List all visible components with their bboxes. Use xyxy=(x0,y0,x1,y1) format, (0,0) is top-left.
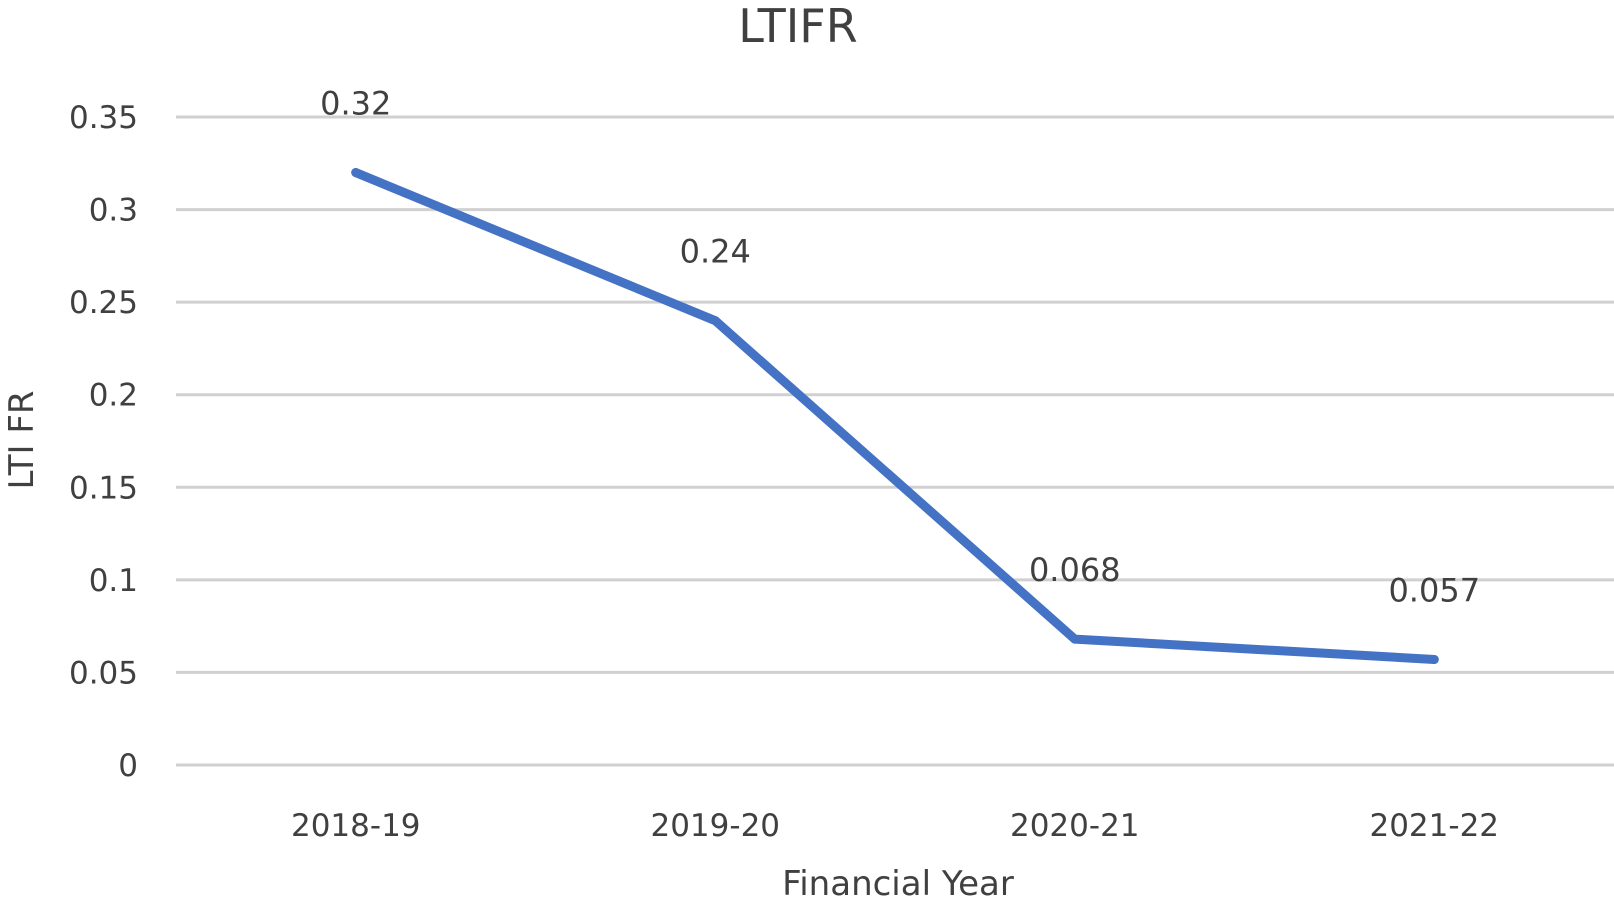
y-tick-label: 0 xyxy=(118,748,138,784)
chart-title: LTIFR xyxy=(738,0,857,53)
y-tick-label: 0.15 xyxy=(69,470,138,506)
data-label: 0.057 xyxy=(1388,571,1480,609)
series-line xyxy=(351,168,1439,664)
y-tick-label: 0.1 xyxy=(89,563,138,599)
data-point xyxy=(710,316,720,326)
x-tick-labels: 2018-19 2019-20 2020-21 2021-22 xyxy=(291,808,1499,844)
y-tick-label: 0.3 xyxy=(89,193,138,229)
gridlines xyxy=(176,115,1614,767)
x-tick-label: 2019-20 xyxy=(650,808,780,844)
series-layer xyxy=(351,168,1439,664)
y-tick-label: 0.2 xyxy=(89,378,138,414)
y-tick-label: 0.35 xyxy=(69,100,138,136)
data-label: 0.068 xyxy=(1029,551,1121,589)
data-point xyxy=(1070,634,1080,644)
x-tick-label: 2018-19 xyxy=(291,808,421,844)
data-labels: 0.32 0.24 0.068 0.057 xyxy=(320,85,1480,610)
x-axis-label: Financial Year xyxy=(782,864,1014,904)
data-point xyxy=(1429,654,1439,664)
y-tick-label: 0.05 xyxy=(69,655,138,691)
y-tick-label: 0.25 xyxy=(69,285,138,321)
y-axis-label: LTI FR xyxy=(2,390,42,489)
x-tick-label: 2020-21 xyxy=(1010,808,1140,844)
y-tick-labels: 0 0.05 0.1 0.15 0.2 0.25 0.3 0.35 xyxy=(69,100,138,784)
data-label: 0.32 xyxy=(320,85,391,123)
x-tick-label: 2021-22 xyxy=(1369,808,1499,844)
data-label: 0.24 xyxy=(680,233,751,271)
data-point xyxy=(351,168,361,178)
